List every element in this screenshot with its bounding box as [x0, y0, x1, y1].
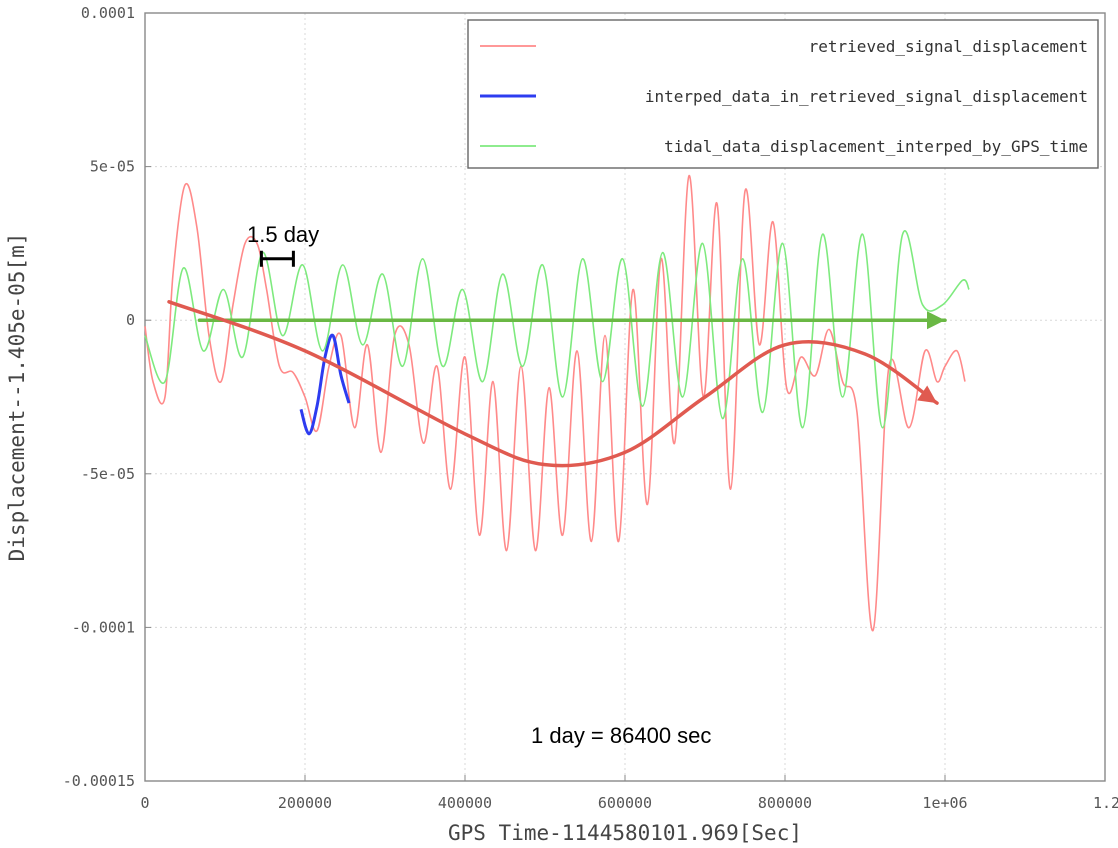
y-tick-label: -0.0001 — [72, 618, 135, 636]
annotation-arrow-head — [917, 385, 937, 404]
x-tick-label: 1.2e+06 — [1093, 794, 1118, 812]
y-tick-label: 0.0001 — [81, 4, 135, 22]
x-tick-label: 0 — [140, 794, 149, 812]
x-tick-label: 800000 — [758, 794, 812, 812]
annotation-label: 1 day = 86400 sec — [531, 723, 711, 748]
x-tick-label: 600000 — [598, 794, 652, 812]
y-tick-label: -0.00015 — [63, 772, 135, 790]
series-line-2 — [299, 333, 351, 436]
y-axis-ticks: 0.0001 5e-05 0 -5e-05 -0.0001 -0.00015 — [63, 4, 151, 790]
x-tick-label: 400000 — [438, 794, 492, 812]
legend: retrieved_signal_displacement interped_da… — [467, 19, 1099, 169]
legend-entry-label: tidal_data_displacement_interped_by_GPS_… — [664, 137, 1088, 156]
annotation-arrow-line — [167, 300, 939, 468]
series-line-1 — [144, 174, 966, 632]
x-tick-label: 200000 — [278, 794, 332, 812]
series-layer — [144, 174, 970, 632]
legend-entry-label: interped_data_in_retrieved_signal_displa… — [645, 87, 1088, 106]
annotation-label: 1.5 day — [247, 222, 319, 247]
annotation-arrow-head — [927, 311, 945, 330]
series-line-3 — [144, 230, 970, 429]
y-tick-label: -5e-05 — [81, 465, 135, 483]
annotation-layer: 1.5 day 1 day = 86400 sec — [167, 222, 947, 748]
x-tick-label: 1e+06 — [922, 794, 967, 812]
y-tick-label: 0 — [126, 311, 135, 329]
legend-box — [467, 19, 1099, 169]
x-axis-ticks: 0 200000 400000 600000 800000 1e+06 1.2e+06 — [140, 775, 1118, 812]
x-axis-label: GPS Time-1144580101.969[Sec] — [448, 821, 802, 845]
legend-entry-label: retrieved_signal_displacement — [809, 37, 1088, 56]
y-axis-label: Displacement--1.405e-05[m] — [5, 233, 29, 562]
y-tick-label: 5e-05 — [90, 158, 135, 176]
